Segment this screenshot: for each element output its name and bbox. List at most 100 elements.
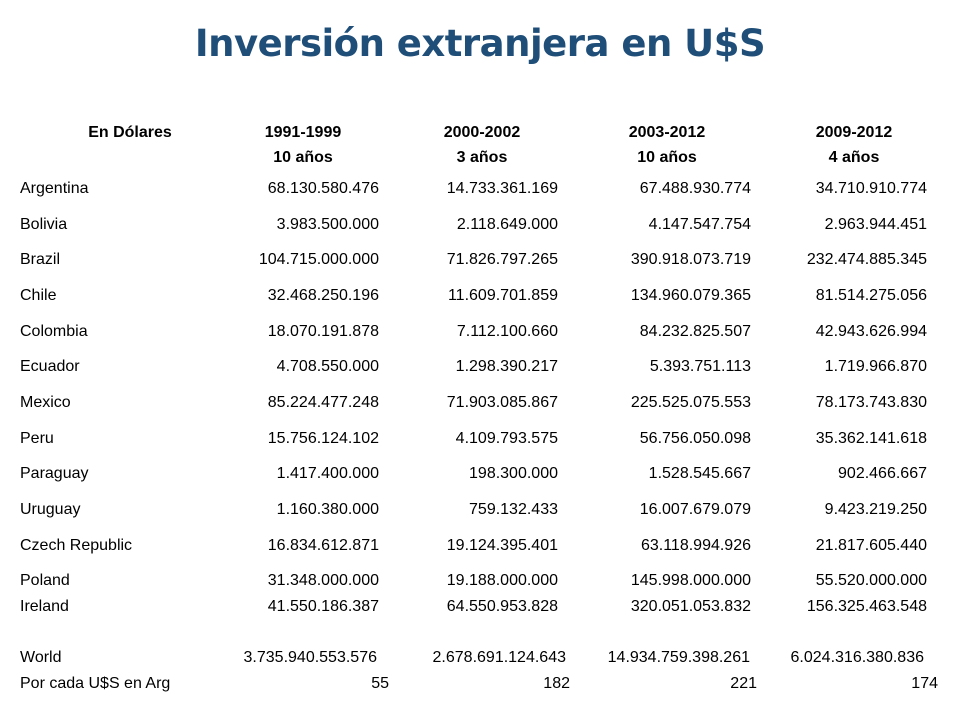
header-period-3-duration: 10 años bbox=[637, 149, 697, 166]
value-2003-2012: 16.007.679.079 bbox=[639, 501, 751, 518]
country-name: Ecuador bbox=[20, 358, 80, 376]
header-period-1-years: 1991-1999 bbox=[264, 124, 342, 141]
value-2003-2012: 56.756.050.098 bbox=[639, 429, 751, 447]
country-name: Peru bbox=[20, 429, 54, 447]
country-name: Mexico bbox=[20, 394, 71, 411]
value-2000-2002: 71.903.085.867 bbox=[446, 394, 558, 411]
value-2003-2012: 5.393.751.113 bbox=[649, 358, 751, 376]
header-period-2-duration: 3 años bbox=[456, 149, 508, 166]
value-2003-2012: 67.488.930.774 bbox=[639, 180, 751, 197]
value-2009-2012: 55.520.000.000 bbox=[815, 572, 927, 590]
value-2009-2012: 78.173.743.830 bbox=[815, 394, 927, 411]
value-2003-2012: 84.232.825.507 bbox=[639, 322, 751, 340]
value-2009-2012: 35.362.141.618 bbox=[815, 429, 927, 447]
ratio-value-2009-2012: 174 bbox=[911, 675, 938, 692]
value-1991-1999: 18.070.191.878 bbox=[267, 322, 379, 340]
value-2003-2012: 134.960.079.365 bbox=[630, 287, 751, 304]
value-1991-1999: 41.550.186.387 bbox=[267, 598, 379, 615]
table-row: Colombia 18.070.191.878 7.112.100.660 84… bbox=[0, 320, 960, 344]
ratio-value-1991-1999: 55 bbox=[371, 675, 389, 692]
world-value-2003-2012: 14.934.759.398.261 bbox=[607, 649, 750, 666]
country-name: Poland bbox=[20, 572, 70, 590]
value-1991-1999: 16.834.612.871 bbox=[267, 536, 379, 554]
header-period-4: 2009-2012 4 años bbox=[784, 120, 924, 170]
value-2000-2002: 198.300.000 bbox=[469, 465, 558, 483]
value-2000-2002: 71.826.797.265 bbox=[446, 251, 558, 269]
country-name: Colombia bbox=[20, 322, 88, 340]
value-2009-2012: 1.719.966.870 bbox=[824, 358, 927, 376]
value-2009-2012: 902.466.667 bbox=[838, 465, 927, 483]
value-1991-1999: 3.983.500.000 bbox=[276, 215, 379, 233]
value-2009-2012: 42.943.626.994 bbox=[815, 322, 927, 340]
header-label: En Dólares bbox=[60, 120, 200, 145]
ratio-row: Por cada U$S en Arg 55 182 221 174 bbox=[0, 672, 960, 696]
table-row: Chile 32.468.250.196 11.609.701.859 134.… bbox=[0, 284, 960, 308]
value-2003-2012: 145.998.000.000 bbox=[630, 572, 751, 590]
country-name: Argentina bbox=[20, 180, 89, 197]
table-row: Argentina 68.130.580.476 14.733.361.169 … bbox=[0, 177, 960, 201]
header-period-4-years: 2009-2012 bbox=[815, 124, 893, 141]
value-2009-2012: 81.514.275.056 bbox=[815, 287, 927, 304]
country-name: Czech Republic bbox=[20, 536, 133, 554]
world-total-row: World 3.735.940.553.576 2.678.691.124.64… bbox=[0, 646, 960, 670]
ratio-value-2003-2012: 221 bbox=[730, 675, 757, 692]
value-2003-2012: 225.525.075.553 bbox=[630, 394, 751, 411]
table-row: Ireland 41.550.186.387 64.550.953.828 32… bbox=[0, 595, 960, 619]
country-name: Brazil bbox=[20, 251, 61, 269]
header-period-2-years: 2000-2002 bbox=[443, 124, 521, 141]
table-row: Mexico 85.224.477.248 71.903.085.867 225… bbox=[0, 391, 960, 415]
value-2000-2002: 759.132.433 bbox=[469, 501, 558, 518]
value-2003-2012: 1.528.545.667 bbox=[648, 465, 751, 483]
value-1991-1999: 104.715.000.000 bbox=[258, 251, 379, 269]
header-period-2: 2000-2002 3 años bbox=[412, 120, 552, 170]
header-label-text: En Dólares bbox=[88, 124, 172, 141]
world-value-2000-2002: 2.678.691.124.643 bbox=[432, 649, 566, 666]
table-row: Brazil 104.715.000.000 71.826.797.265 39… bbox=[0, 248, 960, 272]
header-period-3: 2003-2012 10 años bbox=[597, 120, 737, 170]
value-1991-1999: 1.160.380.000 bbox=[276, 501, 379, 518]
table-row: Bolivia 3.983.500.000 2.118.649.000 4.14… bbox=[0, 213, 960, 237]
header-period-3-years: 2003-2012 bbox=[628, 124, 706, 141]
value-1991-1999: 15.756.124.102 bbox=[267, 429, 379, 447]
country-name: Ireland bbox=[20, 598, 69, 615]
country-name: Bolivia bbox=[20, 215, 68, 233]
header-period-1-duration: 10 años bbox=[273, 149, 333, 166]
ratio-label: Por cada U$S en Arg bbox=[20, 675, 171, 692]
value-1991-1999: 32.468.250.196 bbox=[267, 287, 379, 304]
value-2000-2002: 1.298.390.217 bbox=[455, 358, 558, 376]
country-name: Paraguay bbox=[20, 465, 89, 483]
value-2000-2002: 14.733.361.169 bbox=[446, 180, 558, 197]
country-name: Uruguay bbox=[20, 501, 81, 518]
world-value-2009-2012: 6.024.316.380.836 bbox=[790, 649, 924, 666]
value-2000-2002: 11.609.701.859 bbox=[447, 287, 558, 304]
value-2009-2012: 232.474.885.345 bbox=[806, 251, 927, 269]
header-period-4-duration: 4 años bbox=[828, 149, 880, 166]
value-2000-2002: 19.124.395.401 bbox=[446, 536, 558, 554]
value-1991-1999: 31.348.000.000 bbox=[267, 572, 379, 590]
table-row: Peru 15.756.124.102 4.109.793.575 56.756… bbox=[0, 427, 960, 451]
table-row: Poland 31.348.000.000 19.188.000.000 145… bbox=[0, 569, 960, 593]
value-2009-2012: 21.817.605.440 bbox=[815, 536, 927, 554]
table-row: Uruguay 1.160.380.000 759.132.433 16.007… bbox=[0, 498, 960, 522]
value-2009-2012: 9.423.219.250 bbox=[824, 501, 927, 518]
value-1991-1999: 68.130.580.476 bbox=[267, 180, 379, 197]
value-2009-2012: 156.325.463.548 bbox=[806, 598, 927, 615]
ratio-value-2000-2002: 182 bbox=[543, 675, 570, 692]
table-row: Paraguay 1.417.400.000 198.300.000 1.528… bbox=[0, 462, 960, 486]
table-row: Czech Republic 16.834.612.871 19.124.395… bbox=[0, 534, 960, 558]
value-2000-2002: 64.550.953.828 bbox=[446, 598, 558, 615]
value-2009-2012: 34.710.910.774 bbox=[815, 180, 927, 197]
value-1991-1999: 1.417.400.000 bbox=[276, 465, 379, 483]
value-2009-2012: 2.963.944.451 bbox=[824, 215, 927, 233]
value-1991-1999: 85.224.477.248 bbox=[267, 394, 379, 411]
value-2003-2012: 4.147.547.754 bbox=[648, 215, 751, 233]
table-row: Ecuador 4.708.550.000 1.298.390.217 5.39… bbox=[0, 355, 960, 379]
country-name: Chile bbox=[20, 287, 57, 304]
value-2003-2012: 390.918.073.719 bbox=[630, 251, 751, 269]
slide-title: Inversión extranjera en U$S bbox=[194, 22, 766, 65]
value-2000-2002: 4.109.793.575 bbox=[455, 429, 558, 447]
world-label: World bbox=[20, 649, 62, 666]
value-2003-2012: 320.051.053.832 bbox=[630, 598, 751, 615]
value-2000-2002: 19.188.000.000 bbox=[446, 572, 558, 590]
header-period-1: 1991-1999 10 años bbox=[233, 120, 373, 170]
